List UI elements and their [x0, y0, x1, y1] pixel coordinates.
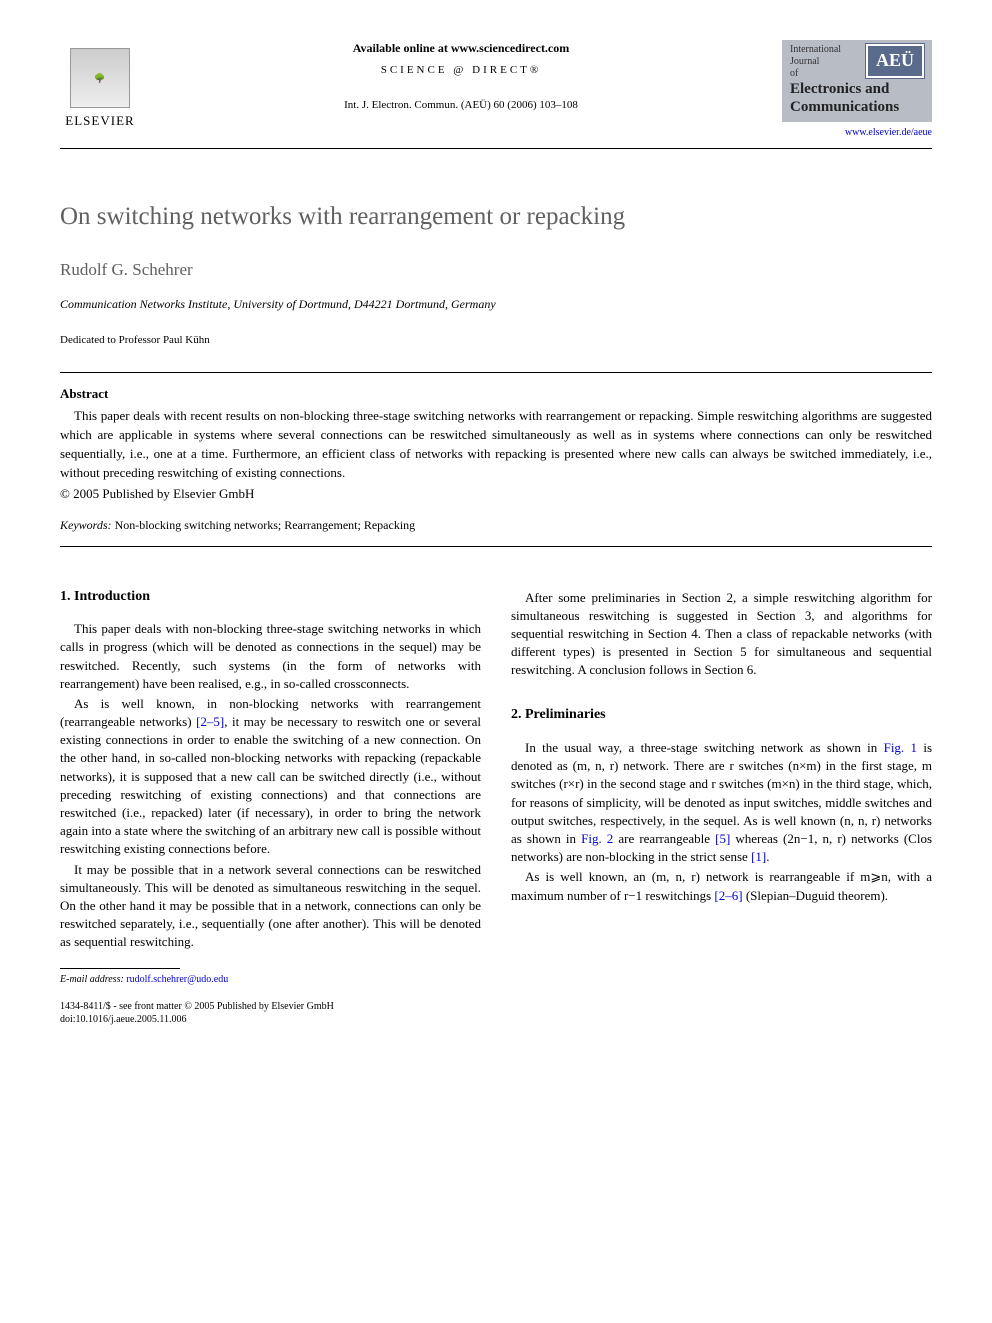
s2-p1-c: are rearrangeable [613, 831, 715, 846]
keywords-text: Non-blocking switching networks; Rearran… [112, 518, 416, 532]
ref-link-1[interactable]: [1] [751, 849, 766, 864]
journal-name-line1: Electronics and [790, 81, 889, 97]
section-2: 2. Preliminaries In the usual way, a thr… [511, 705, 932, 904]
journal-reference: Int. J. Electron. Commun. (AEÜ) 60 (2006… [160, 98, 762, 113]
s2-p2: As is well known, an (m, n, r) network i… [511, 868, 932, 904]
ref-link-5[interactable]: [5] [715, 831, 730, 846]
abstract-text: This paper deals with recent results on … [60, 407, 932, 482]
s1-p4: After some preliminaries in Section 2, a… [511, 589, 932, 680]
abstract-top-rule [60, 372, 932, 373]
ref-link-2-5[interactable]: [2–5] [196, 714, 224, 729]
s2-p1-e: . [766, 849, 769, 864]
paper-title: On switching networks with rearrangement… [60, 199, 932, 234]
abstract-heading: Abstract [60, 385, 932, 403]
publisher-logo: 🌳 ELSEVIER [60, 40, 140, 130]
section-1-heading: 1. Introduction [60, 587, 481, 607]
abstract-bottom-rule [60, 546, 932, 547]
section-2-heading: 2. Preliminaries [511, 705, 932, 725]
journal-name-line2: Communications [790, 99, 899, 115]
section-gap [511, 681, 932, 705]
elsevier-tree-icon: 🌳 [70, 48, 130, 108]
email-label: E-mail address: [60, 974, 124, 985]
front-matter: 1434-8411/$ - see front matter © 2005 Pu… [60, 1000, 481, 1026]
s1-p2: As is well known, in non-blocking networ… [60, 695, 481, 859]
s1-p3: It may be possible that in a network sev… [60, 861, 481, 952]
s2-p1-a: In the usual way, a three-stage switchin… [525, 740, 884, 755]
ref-link-2-6[interactable]: [2–6] [714, 888, 742, 903]
header-rule [60, 148, 932, 149]
s2-p1: In the usual way, a three-stage switchin… [511, 739, 932, 866]
header-center: Available online at www.sciencedirect.co… [140, 40, 782, 114]
fig-2-link[interactable]: Fig. 2 [581, 831, 613, 846]
keywords-label: Keywords: [60, 518, 112, 532]
s2-p2-b: (Slepian–Duguid theorem). [743, 888, 889, 903]
section-1: 1. Introduction This paper deals with no… [60, 587, 481, 952]
journal-of-text: of [790, 68, 798, 79]
body-columns: 1. Introduction This paper deals with no… [60, 587, 932, 1026]
s1-p1: This paper deals with non-blocking three… [60, 620, 481, 693]
footnote-rule [60, 968, 180, 969]
publisher-name: ELSEVIER [65, 112, 134, 130]
abstract-body: This paper deals with recent results on … [60, 408, 932, 480]
email-footnote: E-mail address: rudolf.schehrer@udo.edu [60, 973, 481, 986]
email-link[interactable]: rudolf.schehrer@udo.edu [126, 974, 228, 985]
author-name: Rudolf G. Schehrer [60, 258, 932, 282]
available-online-text: Available online at www.sciencedirect.co… [160, 40, 762, 57]
page-header: 🌳 ELSEVIER Available online at www.scien… [60, 40, 932, 140]
dedication-text: Dedicated to Professor Paul Kühn [60, 333, 932, 348]
author-affiliation: Communication Networks Institute, Univer… [60, 296, 932, 313]
science-direct-logo: SCIENCE @ DIRECT® [160, 63, 762, 78]
front-matter-line2: doi:10.1016/j.aeue.2005.11.006 [60, 1013, 481, 1026]
journal-title-box: AEÜ International Journal of Electronics… [782, 40, 932, 122]
journal-logo-block: AEÜ International Journal of Electronics… [782, 40, 932, 140]
s1-p2-text-b: , it may be necessary to reswitch one or… [60, 714, 481, 856]
journal-code-badge: AEÜ [866, 44, 924, 78]
journal-url-link[interactable]: www.elsevier.de/aeue [782, 126, 932, 140]
journal-small-text: International Journal [790, 44, 841, 67]
fig-1-link[interactable]: Fig. 1 [884, 740, 917, 755]
front-matter-line1: 1434-8411/$ - see front matter © 2005 Pu… [60, 1000, 481, 1013]
keywords-line: Keywords: Non-blocking switching network… [60, 517, 932, 534]
copyright-text: © 2005 Published by Elsevier GmbH [60, 485, 932, 503]
